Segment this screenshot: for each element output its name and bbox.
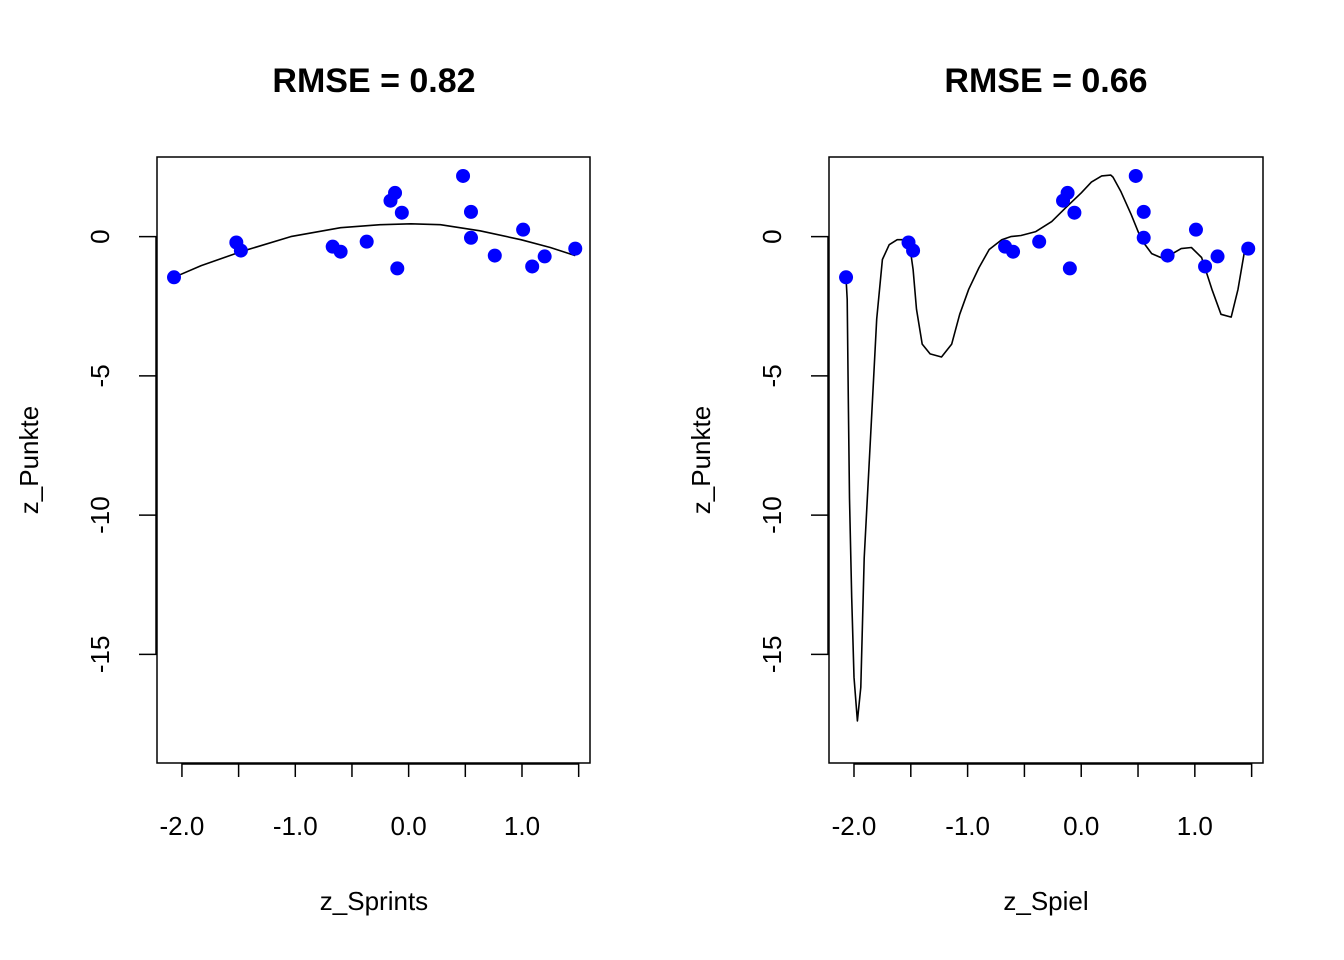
- left-fit-line: [173, 223, 576, 279]
- left-data-point: [463, 230, 478, 245]
- right-y-tick-label: -15: [757, 636, 787, 674]
- right-panel-rmse-066: RMSE = 0.66 z_Spiel z_Punkte -2.0 -1.0 0.0…: [686, 62, 1264, 916]
- left-data-point: [568, 241, 583, 256]
- left-y-tick-label: -10: [85, 496, 115, 534]
- right-data-point: [839, 270, 854, 285]
- left-data-point: [390, 261, 405, 276]
- right-y-axis-label: z_Punkte: [686, 406, 716, 514]
- right-y-tick-label: -5: [757, 364, 787, 387]
- left-data-point: [537, 249, 552, 264]
- left-data-point: [456, 168, 471, 183]
- right-data-point: [1006, 244, 1021, 259]
- right-data-point: [1062, 261, 1077, 276]
- left-x-tick-label: 0.0: [391, 811, 427, 841]
- right-y-tick-label: 0: [757, 229, 787, 243]
- left-x-tick-label: 1.0: [504, 811, 540, 841]
- left-data-point: [487, 248, 502, 263]
- right-data-point: [1210, 249, 1225, 264]
- right-x-tick-label: -1.0: [945, 811, 990, 841]
- right-chart-title: RMSE = 0.66: [944, 62, 1147, 100]
- left-data-point: [516, 222, 531, 237]
- right-data-point: [1241, 241, 1256, 256]
- right-data-point: [1128, 168, 1143, 183]
- left-x-axis-label: z_Sprints: [320, 886, 428, 916]
- left-data-point: [388, 185, 403, 200]
- left-plot-area: -2.0 -1.0 0.0 1.0 0 -5 -10 -15: [85, 156, 591, 841]
- right-plot-area: -2.0 -1.0 0.0 1.0 0 -5 -10 -15: [757, 156, 1264, 841]
- right-data-point: [1032, 234, 1047, 249]
- left-chart-title: RMSE = 0.82: [272, 62, 475, 100]
- left-panel-rmse-082: RMSE = 0.82 z_Sprints z_Punkte -2.0 -1.0 0…: [14, 62, 591, 916]
- right-data-point: [1160, 248, 1175, 263]
- right-y-tick-label: -10: [757, 496, 787, 534]
- left-plot-frame: [156, 156, 591, 764]
- right-data-point: [1060, 185, 1075, 200]
- left-data-point: [233, 243, 248, 258]
- left-data-point: [463, 204, 478, 219]
- right-data-point: [1136, 204, 1151, 219]
- left-x-tick-label: -2.0: [160, 811, 205, 841]
- right-fit-line: [845, 174, 1247, 722]
- right-plot-frame: [828, 156, 1264, 764]
- right-x-tick-label: 0.0: [1063, 811, 1099, 841]
- right-data-point: [1198, 259, 1213, 274]
- left-y-axis-label: z_Punkte: [14, 406, 44, 514]
- left-data-point: [359, 234, 374, 249]
- left-data-point: [525, 259, 540, 274]
- right-data-point: [1067, 205, 1082, 220]
- right-x-axis-label: z_Spiel: [1003, 886, 1088, 916]
- left-y-tick-label: -15: [85, 636, 115, 674]
- right-data-point: [906, 243, 921, 258]
- left-x-tick-label: -1.0: [273, 811, 318, 841]
- left-y-tick-label: 0: [85, 229, 115, 243]
- right-x-tick-label: -2.0: [832, 811, 877, 841]
- right-data-point: [1136, 230, 1151, 245]
- left-data-point: [167, 270, 182, 285]
- left-data-point: [333, 244, 348, 259]
- left-y-tick-label: -5: [85, 364, 115, 387]
- right-data-point: [1188, 222, 1203, 237]
- left-data-point: [394, 205, 409, 220]
- right-x-tick-label: 1.0: [1177, 811, 1213, 841]
